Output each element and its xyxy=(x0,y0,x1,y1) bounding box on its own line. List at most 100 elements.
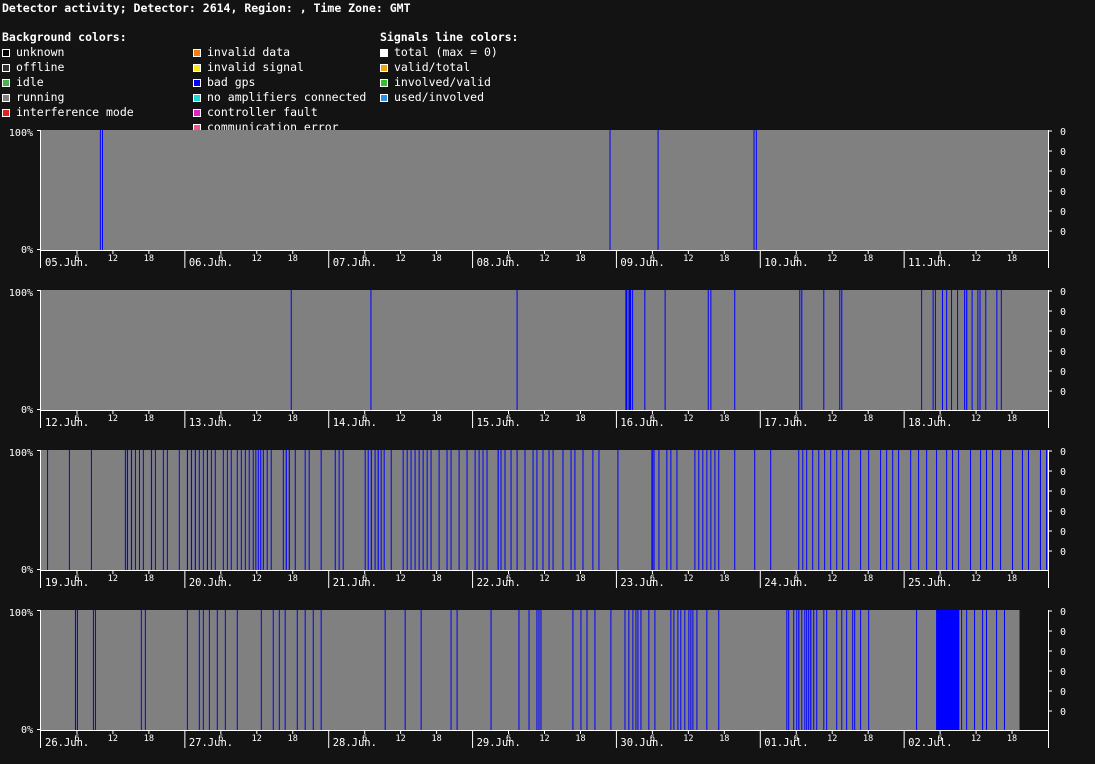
bad-gps-mark xyxy=(801,610,803,730)
bad-gps-mark xyxy=(868,450,870,570)
bad-gps-mark xyxy=(582,450,584,570)
hour-tick-label: 6 xyxy=(362,414,367,424)
bad-gps-mark xyxy=(848,450,850,570)
bad-gps-mark xyxy=(966,290,968,410)
background-legend-item: unknown xyxy=(2,45,134,60)
bad-gps-mark xyxy=(99,130,101,250)
bad-gps-mark xyxy=(842,450,844,570)
bad-gps-mark xyxy=(430,450,432,570)
bad-gps-mark xyxy=(977,290,979,410)
bad-gps-mark xyxy=(934,290,936,410)
bad-gps-mark xyxy=(342,450,344,570)
bad-gps-mark xyxy=(951,290,953,410)
hour-tick-label: 6 xyxy=(506,574,511,584)
bad-gps-mark xyxy=(770,450,772,570)
color-swatch-icon xyxy=(193,48,201,57)
hour-tick-label: 12 xyxy=(108,734,118,744)
hour-tick-label: 6 xyxy=(938,254,943,264)
hour-tick-label: 12 xyxy=(971,734,981,744)
bad-gps-mark xyxy=(252,450,254,570)
right-y-tick-label: 0 xyxy=(1060,527,1066,538)
bad-gps-mark xyxy=(178,450,180,570)
hour-tick-label: 18 xyxy=(1007,574,1017,584)
bad-gps-mark xyxy=(458,450,460,570)
bad-gps-mark xyxy=(637,610,639,730)
background-legend-label: idle xyxy=(16,75,44,89)
bad-gps-mark xyxy=(657,130,659,250)
bad-gps-mark xyxy=(224,610,226,730)
bad-gps-mark xyxy=(383,450,385,570)
color-swatch-icon xyxy=(2,48,10,57)
bad-gps-mark xyxy=(648,610,650,730)
hour-tick-label: 6 xyxy=(74,254,79,264)
bad-gps-mark xyxy=(632,290,634,410)
bad-gps-mark xyxy=(262,450,264,570)
bad-gps-mark xyxy=(304,610,306,730)
bad-gps-mark xyxy=(374,450,376,570)
y-tick-label: 100% xyxy=(9,288,33,299)
hour-tick-label: 6 xyxy=(506,414,511,424)
bad-gps-mark xyxy=(500,450,502,570)
hour-tick-label: 12 xyxy=(108,254,118,264)
bad-gps-mark xyxy=(898,450,900,570)
bad-gps-mark xyxy=(570,450,572,570)
day-label: 24.Jun. xyxy=(764,577,808,589)
bad-gps-mark xyxy=(986,610,987,730)
right-y-tick-label: 0 xyxy=(1060,687,1066,698)
bad-gps-mark xyxy=(798,450,800,570)
hour-tick-label: 6 xyxy=(794,254,799,264)
bad-gps-mark xyxy=(150,450,153,570)
hour-tick-label: 6 xyxy=(650,574,655,584)
hour-tick-label: 6 xyxy=(74,414,79,424)
background-legend-item: no amplifiers connected xyxy=(193,90,366,105)
bad-gps-mark xyxy=(222,450,224,570)
bad-gps-mark xyxy=(586,610,588,730)
bad-gps-mark xyxy=(826,610,828,730)
right-y-tick-label: 0 xyxy=(1060,607,1066,618)
bad-gps-mark xyxy=(961,610,963,730)
bad-gps-mark xyxy=(609,130,611,250)
bad-gps-mark xyxy=(240,450,242,570)
bad-gps-mark xyxy=(598,450,600,570)
y-tick-label: 0% xyxy=(21,405,33,416)
running-background xyxy=(41,290,1048,410)
bad-gps-mark xyxy=(694,450,696,570)
bad-gps-mark xyxy=(860,450,862,570)
bad-gps-mark xyxy=(734,290,736,410)
bad-gps-mark xyxy=(76,610,78,730)
bad-gps-mark xyxy=(823,290,825,410)
bad-gps-mark xyxy=(806,450,808,570)
bad-gps-mark xyxy=(1000,450,1002,570)
day-label: 06.Jun. xyxy=(189,257,233,269)
hour-tick-label: 18 xyxy=(288,734,298,744)
hour-tick-label: 6 xyxy=(650,734,655,744)
y-tick-label: 0% xyxy=(21,725,33,736)
bad-gps-mark xyxy=(102,130,103,250)
bad-gps-mark xyxy=(404,610,406,730)
hour-tick-label: 12 xyxy=(539,414,549,424)
right-y-tick-label: 0 xyxy=(1060,507,1066,518)
hour-tick-label: 6 xyxy=(362,254,367,264)
color-swatch-icon xyxy=(2,108,10,117)
bad-gps-mark xyxy=(270,450,272,570)
bad-gps-mark xyxy=(380,450,382,570)
bad-gps-mark xyxy=(284,610,286,730)
signals-legend-item: used/involved xyxy=(380,90,518,105)
hour-tick-label: 6 xyxy=(506,734,511,744)
bad-gps-mark xyxy=(690,610,692,730)
bad-gps-mark xyxy=(260,610,262,730)
bad-gps-mark xyxy=(980,450,982,570)
bad-gps-mark xyxy=(910,450,912,570)
bad-gps-mark xyxy=(420,610,422,730)
bad-gps-mark xyxy=(540,610,542,730)
day-label: 18.Jun. xyxy=(908,417,952,429)
bad-gps-mark xyxy=(692,610,694,730)
hour-tick-label: 18 xyxy=(144,734,154,744)
bad-gps-mark xyxy=(846,610,848,730)
hour-tick-label: 6 xyxy=(218,414,223,424)
hour-tick-label: 18 xyxy=(575,254,585,264)
bad-gps-mark xyxy=(592,450,594,570)
day-label: 11.Jun. xyxy=(908,257,952,269)
color-swatch-icon xyxy=(193,78,201,87)
right-y-tick-label: 0 xyxy=(1060,647,1066,658)
